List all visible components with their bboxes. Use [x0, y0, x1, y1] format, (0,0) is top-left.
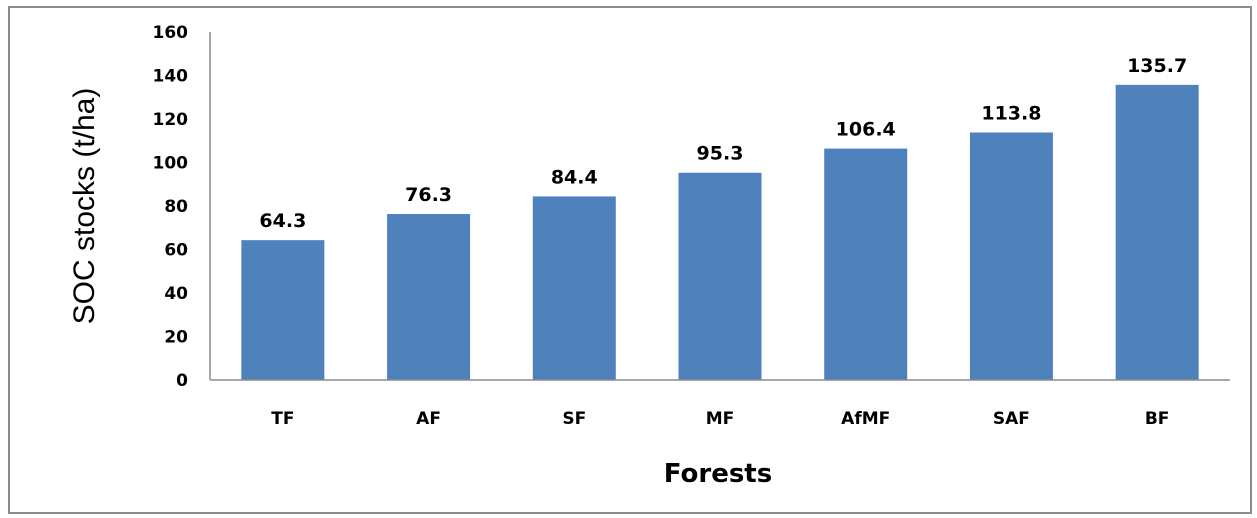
data-label: 95.3 — [697, 143, 744, 165]
y-tick-label: 20 — [164, 328, 188, 348]
y-tick-label: 0 — [176, 371, 188, 391]
data-label: 64.3 — [259, 210, 306, 232]
category-label: BF — [1145, 409, 1170, 429]
data-label: 84.4 — [551, 166, 598, 188]
bar-mf — [678, 172, 762, 380]
category-label: TF — [271, 409, 294, 429]
category-labels: TF AF SF MF AfMF SAF BF — [271, 409, 1169, 429]
bar-af — [387, 214, 471, 380]
x-axis-label: Forests — [664, 459, 772, 489]
category-label: MF — [706, 409, 735, 429]
y-tick-label: 140 — [153, 67, 189, 87]
y-tick-label: 120 — [153, 110, 189, 130]
category-label: AF — [416, 409, 441, 429]
y-tick-label: 60 — [164, 241, 188, 261]
bars — [241, 84, 1199, 380]
bar-sf — [532, 196, 616, 380]
bar-afmf — [824, 148, 908, 380]
bar-bf — [1115, 84, 1199, 380]
category-label: AfMF — [841, 409, 890, 429]
y-tick-label: 160 — [153, 23, 189, 43]
data-label: 135.7 — [1127, 55, 1187, 77]
data-label: 113.8 — [981, 102, 1041, 124]
y-tick-label: 100 — [153, 154, 189, 174]
category-label: SF — [562, 409, 586, 429]
data-labels: 64.3 76.3 84.4 95.3 106.4 113.8 135.7 — [259, 55, 1187, 232]
data-label: 106.4 — [836, 119, 896, 141]
data-label: 76.3 — [405, 184, 452, 206]
category-label: SAF — [993, 409, 1030, 429]
y-tick-label: 80 — [164, 197, 188, 217]
y-axis-label: SOC stocks (t/ha) — [68, 88, 101, 325]
bar-saf — [969, 132, 1053, 380]
y-tick-labels: 0 20 40 60 80 100 120 140 160 — [153, 23, 189, 391]
y-tick-label: 40 — [164, 284, 188, 304]
bar-tf — [241, 240, 325, 380]
